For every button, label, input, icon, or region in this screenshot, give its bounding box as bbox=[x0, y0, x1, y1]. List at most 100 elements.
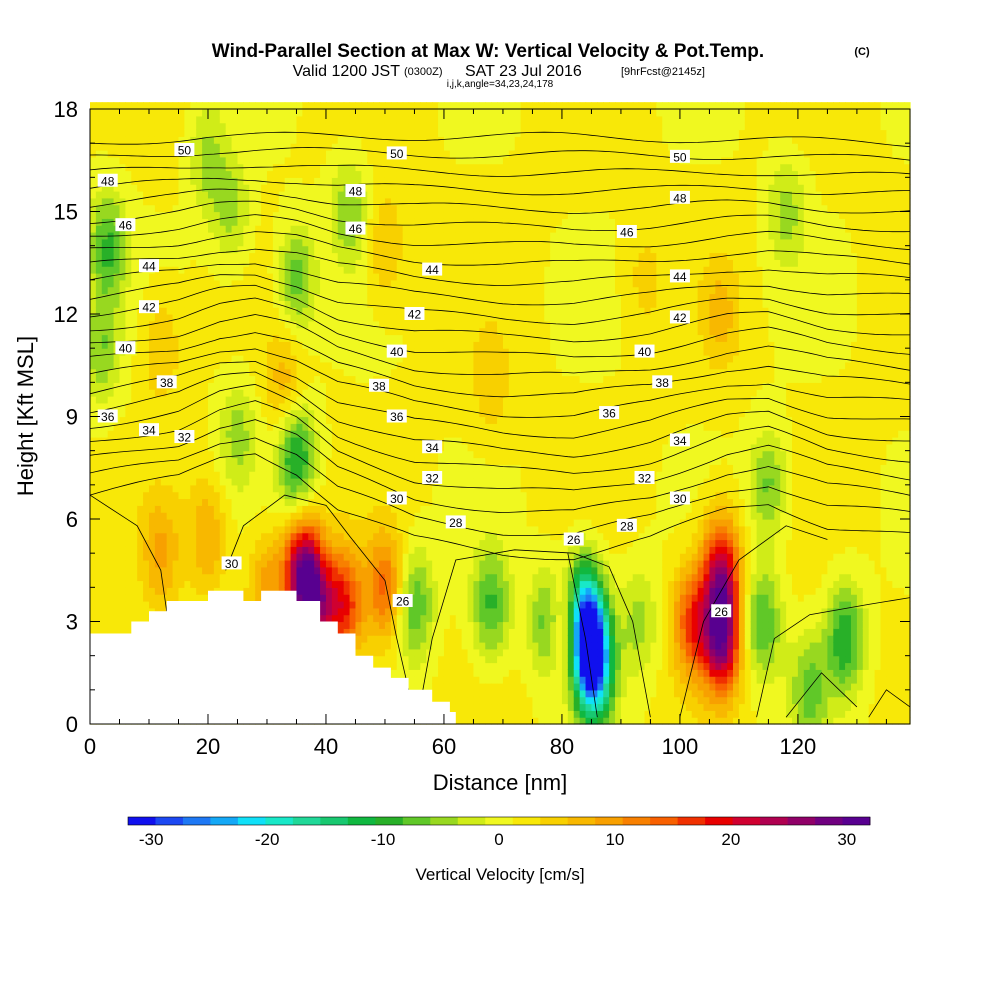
velocity-cell bbox=[402, 471, 410, 479]
velocity-cell bbox=[379, 211, 386, 219]
velocity-cell bbox=[243, 122, 250, 131]
velocity-cell bbox=[320, 232, 327, 240]
velocity-cell bbox=[355, 491, 362, 500]
velocity-cell bbox=[284, 238, 292, 247]
velocity-cell bbox=[384, 314, 392, 322]
velocity-cell bbox=[225, 539, 233, 547]
velocity-cell bbox=[184, 197, 191, 206]
velocity-cell bbox=[290, 580, 298, 588]
velocity-cell bbox=[390, 314, 398, 322]
velocity-cell bbox=[219, 471, 227, 479]
velocity-cell bbox=[343, 314, 351, 322]
velocity-cell bbox=[202, 519, 209, 527]
velocity-cell bbox=[160, 389, 168, 397]
velocity-cell bbox=[331, 293, 339, 301]
velocity-cell bbox=[160, 177, 168, 185]
velocity-cell bbox=[237, 471, 244, 479]
velocity-cell bbox=[272, 102, 280, 110]
velocity-cell bbox=[107, 115, 115, 124]
velocity-cell bbox=[202, 505, 209, 513]
velocity-cell bbox=[95, 245, 103, 254]
velocity-cell bbox=[384, 368, 392, 377]
velocity-cell bbox=[213, 566, 221, 575]
velocity-cell bbox=[367, 320, 374, 329]
velocity-cell bbox=[213, 498, 221, 506]
velocity-cell bbox=[320, 478, 327, 486]
velocity-cell bbox=[172, 464, 180, 472]
velocity-cell bbox=[237, 478, 244, 486]
velocity-cell bbox=[243, 341, 250, 349]
velocity-cell bbox=[225, 375, 233, 383]
velocity-cell bbox=[202, 109, 209, 117]
velocity-cell bbox=[95, 266, 103, 274]
velocity-cell bbox=[261, 334, 268, 342]
velocity-cell bbox=[184, 375, 191, 383]
velocity-cell bbox=[361, 648, 368, 657]
velocity-cell bbox=[314, 464, 321, 472]
velocity-cell bbox=[249, 109, 256, 117]
velocity-cell bbox=[178, 341, 185, 349]
velocity-cell bbox=[113, 505, 121, 513]
velocity-cell bbox=[367, 566, 374, 575]
velocity-cell bbox=[296, 102, 303, 110]
velocity-cell bbox=[290, 252, 298, 260]
velocity-cell bbox=[95, 232, 103, 240]
velocity-cell bbox=[202, 300, 209, 308]
velocity-cell bbox=[148, 443, 156, 452]
velocity-cell bbox=[154, 560, 162, 568]
velocity-cell bbox=[131, 409, 138, 418]
velocity-cell bbox=[90, 327, 97, 336]
velocity-cell bbox=[337, 327, 345, 336]
velocity-cell bbox=[320, 382, 327, 390]
velocity-cell bbox=[396, 607, 404, 616]
velocity-cell bbox=[408, 334, 416, 342]
velocity-cell bbox=[95, 532, 103, 541]
velocity-cell bbox=[331, 170, 339, 178]
velocity-cell bbox=[249, 191, 256, 199]
velocity-cell bbox=[396, 320, 404, 329]
velocity-cell bbox=[154, 143, 162, 151]
velocity-cell bbox=[384, 642, 392, 650]
velocity-cell bbox=[125, 409, 132, 418]
velocity-cell bbox=[219, 225, 227, 233]
velocity-cell bbox=[90, 594, 97, 602]
velocity-cell bbox=[107, 450, 115, 459]
velocity-cell bbox=[202, 396, 209, 404]
velocity-cell bbox=[361, 437, 368, 445]
velocity-cell bbox=[402, 225, 410, 233]
velocity-cell bbox=[148, 156, 156, 165]
velocity-cell bbox=[396, 443, 404, 452]
velocity-cell bbox=[107, 314, 115, 322]
velocity-cell bbox=[373, 102, 380, 110]
velocity-cell bbox=[125, 355, 132, 363]
velocity-cell bbox=[261, 437, 268, 445]
velocity-cell bbox=[231, 368, 239, 377]
velocity-cell bbox=[355, 484, 362, 493]
velocity-cell bbox=[302, 245, 309, 254]
velocity-cell bbox=[296, 464, 303, 472]
velocity-cell bbox=[373, 553, 380, 561]
velocity-cell bbox=[284, 389, 292, 397]
velocity-cell bbox=[337, 628, 345, 636]
velocity-cell bbox=[302, 211, 309, 219]
velocity-cell bbox=[384, 361, 392, 370]
velocity-cell bbox=[349, 478, 357, 486]
velocity-cell bbox=[184, 300, 191, 308]
velocity-cell bbox=[225, 273, 233, 281]
velocity-cell bbox=[367, 129, 374, 137]
velocity-cell bbox=[231, 484, 239, 493]
velocity-cell bbox=[325, 122, 333, 131]
velocity-cell bbox=[243, 389, 250, 397]
velocity-cell bbox=[119, 252, 126, 260]
velocity-cell bbox=[231, 341, 239, 349]
velocity-cell bbox=[261, 150, 268, 158]
velocity-cell bbox=[343, 355, 351, 363]
velocity-cell bbox=[255, 491, 262, 500]
velocity-cell bbox=[290, 519, 298, 527]
velocity-cell bbox=[278, 402, 286, 411]
velocity-cell bbox=[184, 259, 191, 267]
velocity-cell bbox=[178, 478, 185, 486]
velocity-cell bbox=[349, 505, 357, 513]
velocity-cell bbox=[237, 443, 244, 452]
velocity-cell bbox=[266, 355, 274, 363]
